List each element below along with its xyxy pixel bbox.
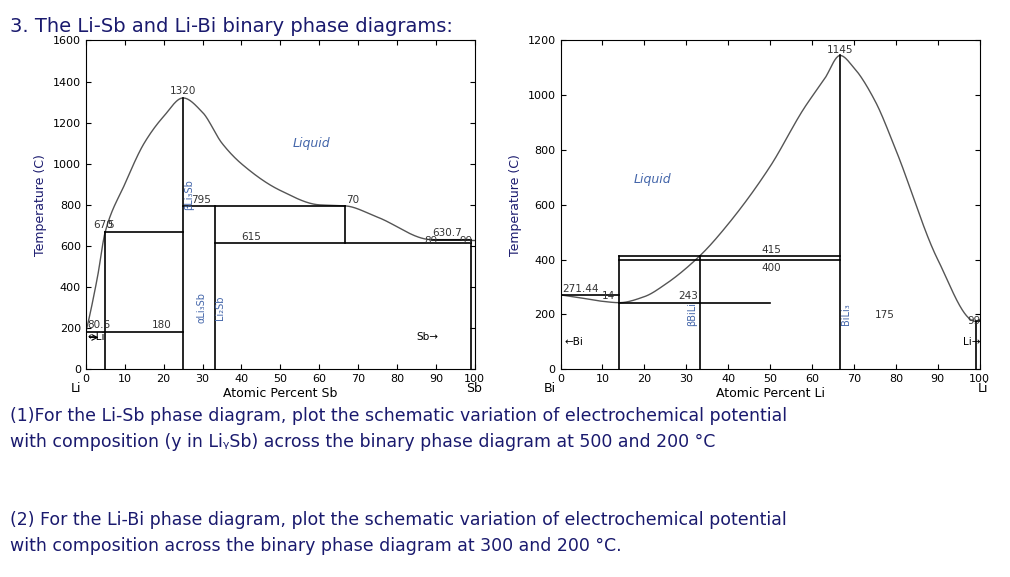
Text: 180: 180 <box>152 320 172 330</box>
Text: 630.7: 630.7 <box>432 228 462 238</box>
Text: Sb: Sb <box>467 383 483 395</box>
Text: (1)For the Li-Sb phase diagram, plot the schematic variation of electrochemical : (1)For the Li-Sb phase diagram, plot the… <box>10 407 787 451</box>
Text: 14: 14 <box>602 291 615 301</box>
Text: βBiLi: βBiLi <box>688 302 698 327</box>
Text: 3. The Li-Sb and Li-Bi binary phase diagrams:: 3. The Li-Sb and Li-Bi binary phase diag… <box>10 17 452 36</box>
Text: 243: 243 <box>678 291 698 301</box>
Y-axis label: Temperature (C): Temperature (C) <box>509 154 522 256</box>
Text: Sb→: Sb→ <box>416 332 438 342</box>
Text: 80.6: 80.6 <box>87 320 110 330</box>
Text: ←Bi: ←Bi <box>565 337 584 347</box>
Text: 1320: 1320 <box>170 86 196 96</box>
Text: 89: 89 <box>424 236 437 246</box>
Text: 99: 99 <box>460 236 473 246</box>
Text: 271.44: 271.44 <box>562 284 598 294</box>
Text: βLi₃Sb: βLi₃Sb <box>184 179 194 210</box>
X-axis label: Atomic Percent Sb: Atomic Percent Sb <box>223 387 337 400</box>
Text: 615: 615 <box>241 232 262 242</box>
X-axis label: Atomic Percent Li: Atomic Percent Li <box>716 387 824 400</box>
Text: 1145: 1145 <box>827 44 853 55</box>
Text: 175: 175 <box>875 310 895 320</box>
Text: (2) For the Li-Bi phase diagram, plot the schematic variation of electrochemical: (2) For the Li-Bi phase diagram, plot th… <box>10 511 787 555</box>
Text: Liquid: Liquid <box>634 173 672 186</box>
Text: Li: Li <box>71 383 81 395</box>
Text: BiLi₃: BiLi₃ <box>840 304 850 325</box>
Text: αLi₃Sb: αLi₃Sb <box>197 292 207 323</box>
Text: 70: 70 <box>346 195 360 205</box>
Text: ←Li: ←Li <box>87 332 104 342</box>
Text: 5: 5 <box>107 219 114 230</box>
Text: 795: 795 <box>191 195 211 205</box>
Text: Li₂Sb: Li₂Sb <box>215 295 225 320</box>
Text: 415: 415 <box>762 245 782 254</box>
Text: Li→: Li→ <box>963 337 981 347</box>
Text: Li: Li <box>978 383 988 395</box>
Text: Bi: Bi <box>543 383 556 395</box>
Text: 670: 670 <box>94 219 113 230</box>
Text: 99: 99 <box>968 316 981 326</box>
Y-axis label: Temperature (C): Temperature (C) <box>34 154 47 256</box>
Text: 400: 400 <box>762 263 782 273</box>
Text: Liquid: Liquid <box>293 137 330 150</box>
